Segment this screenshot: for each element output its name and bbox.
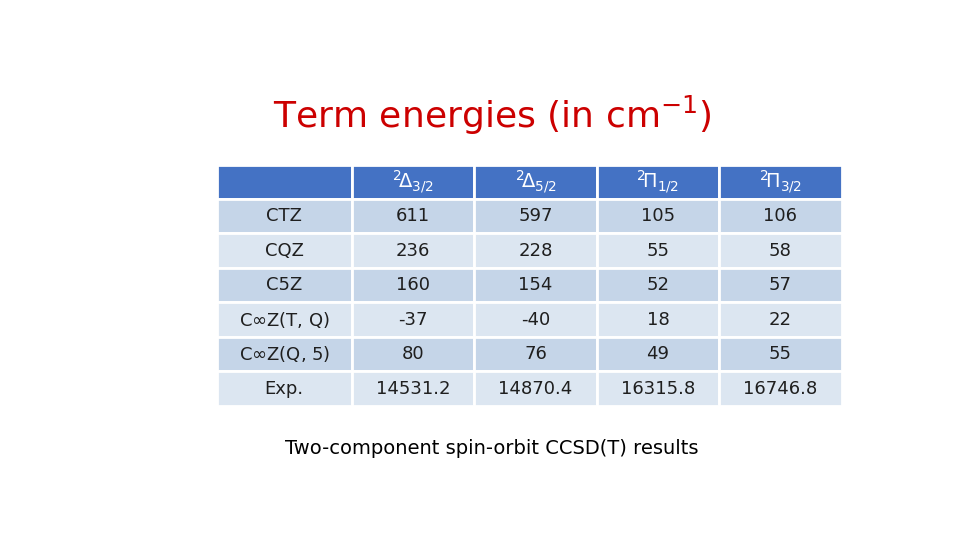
Bar [351,337,474,372]
Text: -37: -37 [398,310,428,329]
Bar [597,233,719,268]
Text: CTZ: CTZ [266,207,302,225]
Bar [719,337,842,372]
Bar [474,233,597,268]
Bar [217,165,351,199]
Text: 106: 106 [763,207,798,225]
Text: 22: 22 [769,310,792,329]
Bar [597,268,719,302]
Bar [719,372,842,406]
Text: 55: 55 [646,242,669,260]
Text: 160: 160 [396,276,430,294]
Bar [474,372,597,406]
Bar [217,337,351,372]
Text: 52: 52 [646,276,669,294]
Text: 16746.8: 16746.8 [743,380,818,397]
Bar [597,372,719,406]
Bar [474,302,597,337]
Text: Term energies (in cm$^{-1}$): Term energies (in cm$^{-1}$) [273,94,711,137]
Bar [351,372,474,406]
Text: 16315.8: 16315.8 [621,380,695,397]
Bar [719,268,842,302]
Bar [719,199,842,233]
Bar [474,268,597,302]
Text: 14531.2: 14531.2 [375,380,450,397]
Text: $^2\!\Pi_{3/2}$: $^2\!\Pi_{3/2}$ [758,168,802,195]
Text: 57: 57 [769,276,792,294]
Text: 49: 49 [646,345,669,363]
Bar [719,233,842,268]
Bar [217,302,351,337]
Bar [474,199,597,233]
Text: -40: -40 [521,310,550,329]
Text: 80: 80 [401,345,424,363]
Bar [719,302,842,337]
Text: 58: 58 [769,242,792,260]
Text: 228: 228 [518,242,553,260]
Text: CQZ: CQZ [265,242,303,260]
Bar [597,165,719,199]
Text: 597: 597 [518,207,553,225]
Text: C$\infty$Z(Q, 5): C$\infty$Z(Q, 5) [238,344,330,364]
Text: $^2\!\Pi_{1/2}$: $^2\!\Pi_{1/2}$ [636,168,680,195]
Text: $^2\!\Delta_{3/2}$: $^2\!\Delta_{3/2}$ [392,168,434,195]
Text: C5Z: C5Z [266,276,302,294]
Text: 18: 18 [647,310,669,329]
Bar [719,165,842,199]
Text: Two-component spin-orbit CCSD(T) results: Two-component spin-orbit CCSD(T) results [285,439,699,458]
Text: Exp.: Exp. [265,380,303,397]
Bar [217,268,351,302]
Bar [351,268,474,302]
Bar [351,233,474,268]
Bar [597,199,719,233]
Text: $^2\!\Delta_{5/2}$: $^2\!\Delta_{5/2}$ [515,168,557,195]
Text: 55: 55 [769,345,792,363]
Bar [597,337,719,372]
Bar [217,199,351,233]
Bar [597,302,719,337]
Text: 236: 236 [396,242,430,260]
Text: 76: 76 [524,345,547,363]
Bar [217,233,351,268]
Text: 611: 611 [396,207,430,225]
Bar [351,165,474,199]
Bar [474,337,597,372]
Text: 154: 154 [518,276,553,294]
Text: 105: 105 [641,207,675,225]
Text: 14870.4: 14870.4 [498,380,572,397]
Bar [351,302,474,337]
Bar [217,372,351,406]
Bar [351,199,474,233]
Text: C$\infty$Z(T, Q): C$\infty$Z(T, Q) [239,309,329,329]
Bar [474,165,597,199]
